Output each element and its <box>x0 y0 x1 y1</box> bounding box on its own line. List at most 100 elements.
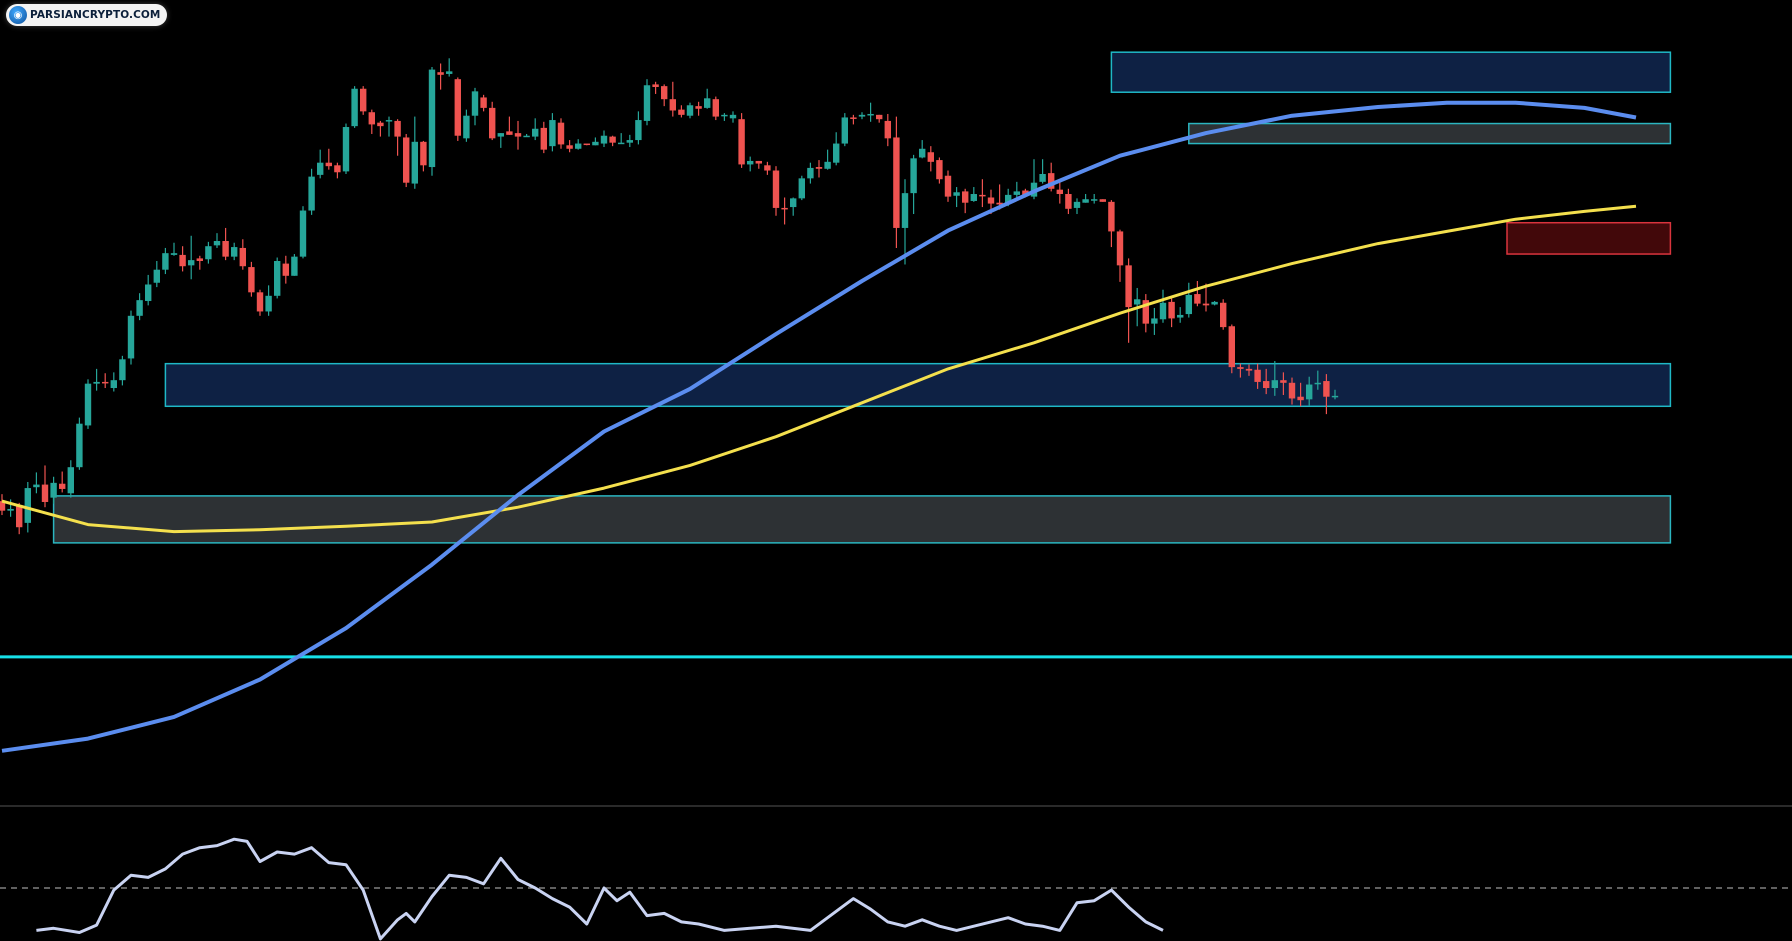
ma-slow-line <box>1 204 1637 534</box>
oscillator-pane <box>0 837 1792 941</box>
candle-body-42 <box>360 88 367 112</box>
candle-body-68 <box>583 143 590 146</box>
candle-body-22 <box>188 260 195 266</box>
candle-body-0 <box>0 501 6 511</box>
candle-body-46 <box>394 120 401 137</box>
candles-layer <box>0 58 1339 535</box>
candle-body-139 <box>1194 294 1201 304</box>
candle-body-71 <box>609 136 616 143</box>
candle-body-11 <box>93 381 100 384</box>
candle-body-114 <box>979 194 986 197</box>
candle-body-57 <box>489 107 496 139</box>
candle-body-63 <box>540 127 547 150</box>
candle-body-74 <box>635 120 642 141</box>
candle-body-33 <box>282 263 289 276</box>
candle-body-146 <box>1254 369 1261 382</box>
candle-body-155 <box>1331 395 1339 398</box>
candle-body-30 <box>256 292 264 312</box>
candle-body-5 <box>41 484 49 502</box>
candle-body-40 <box>342 127 350 172</box>
candle-body-35 <box>299 210 307 257</box>
candle-body-154 <box>1323 381 1330 397</box>
brand-watermark: ◉ PARSIANCRYPTO.COM <box>6 4 168 26</box>
candle-body-66 <box>566 145 573 149</box>
candle-body-9 <box>76 423 83 468</box>
candle-body-36 <box>308 176 315 211</box>
candle-body-127 <box>1091 199 1098 201</box>
candle-body-76 <box>652 84 659 87</box>
candle-body-39 <box>334 165 341 173</box>
candle-body-43 <box>368 112 375 125</box>
zone-blue-3 <box>164 362 1672 408</box>
candle-body-32 <box>274 261 281 296</box>
candle-body-110 <box>944 175 952 197</box>
candle-body-52 <box>446 71 453 74</box>
candle-body-20 <box>170 253 178 255</box>
candle-body-72 <box>618 142 625 145</box>
candle-body-118 <box>1013 191 1020 195</box>
candle-body-133 <box>1142 300 1149 324</box>
candle-body-10 <box>84 383 92 426</box>
candle-body-101 <box>867 113 874 116</box>
candle-body-12 <box>102 381 109 384</box>
candle-body-3 <box>24 488 31 523</box>
candle-body-65 <box>557 122 565 145</box>
candle-body-73 <box>626 140 633 143</box>
candle-body-2 <box>16 505 23 528</box>
candle-body-47 <box>403 137 410 183</box>
brand-text: PARSIANCRYPTO.COM <box>30 9 161 21</box>
candle-body-100 <box>858 114 866 117</box>
candle-body-28 <box>239 247 246 267</box>
candle-body-103 <box>884 120 891 139</box>
candle-body-140 <box>1202 303 1210 306</box>
candle-body-14 <box>119 359 126 381</box>
candle-body-136 <box>1168 301 1175 319</box>
candle-body-131 <box>1125 265 1132 308</box>
candle-body-49 <box>420 141 427 166</box>
candle-body-4 <box>33 484 40 488</box>
candle-body-44 <box>377 122 384 127</box>
candle-body-94 <box>807 167 814 179</box>
candle-body-99 <box>850 117 857 119</box>
candle-body-148 <box>1271 380 1278 389</box>
candle-body-61 <box>523 135 530 138</box>
candle-body-21 <box>179 254 186 267</box>
candle-body-17 <box>145 284 152 302</box>
candle-body-121 <box>1039 174 1046 182</box>
candle-body-62 <box>532 128 539 137</box>
candle-body-45 <box>385 120 393 122</box>
candle-body-81 <box>695 106 702 109</box>
candle-body-88 <box>755 160 762 164</box>
candle-body-18 <box>153 269 160 283</box>
zone-gray-1 <box>1188 122 1672 145</box>
candle-body-86 <box>738 119 745 165</box>
candle-body-78 <box>669 99 676 111</box>
candle-body-92 <box>790 198 797 208</box>
candle-body-115 <box>987 197 995 204</box>
zone-gray-4 <box>52 495 1672 544</box>
candle-body-24 <box>205 246 212 260</box>
candle-body-153 <box>1314 382 1321 385</box>
candle-body-129 <box>1108 201 1115 232</box>
candle-body-126 <box>1082 199 1089 203</box>
candle-body-8 <box>67 467 74 494</box>
candle-body-29 <box>248 267 255 293</box>
candle-body-123 <box>1056 189 1063 195</box>
candle-body-34 <box>291 256 298 276</box>
candle-body-70 <box>600 135 608 144</box>
candle-body-77 <box>661 86 668 100</box>
candle-body-85 <box>729 114 737 119</box>
candle-body-130 <box>1116 231 1124 266</box>
candle-body-79 <box>678 109 685 115</box>
zone-red-2 <box>1506 221 1672 255</box>
candle-body-82 <box>704 98 711 108</box>
candle-body-56 <box>480 97 487 108</box>
candle-body-16 <box>136 300 143 316</box>
candle-body-95 <box>815 167 823 169</box>
candle-body-117 <box>1005 194 1012 204</box>
candle-body-23 <box>196 258 203 261</box>
moving-averages-layer <box>1 100 1637 753</box>
candle-body-97 <box>833 143 840 163</box>
candle-body-27 <box>231 247 238 257</box>
